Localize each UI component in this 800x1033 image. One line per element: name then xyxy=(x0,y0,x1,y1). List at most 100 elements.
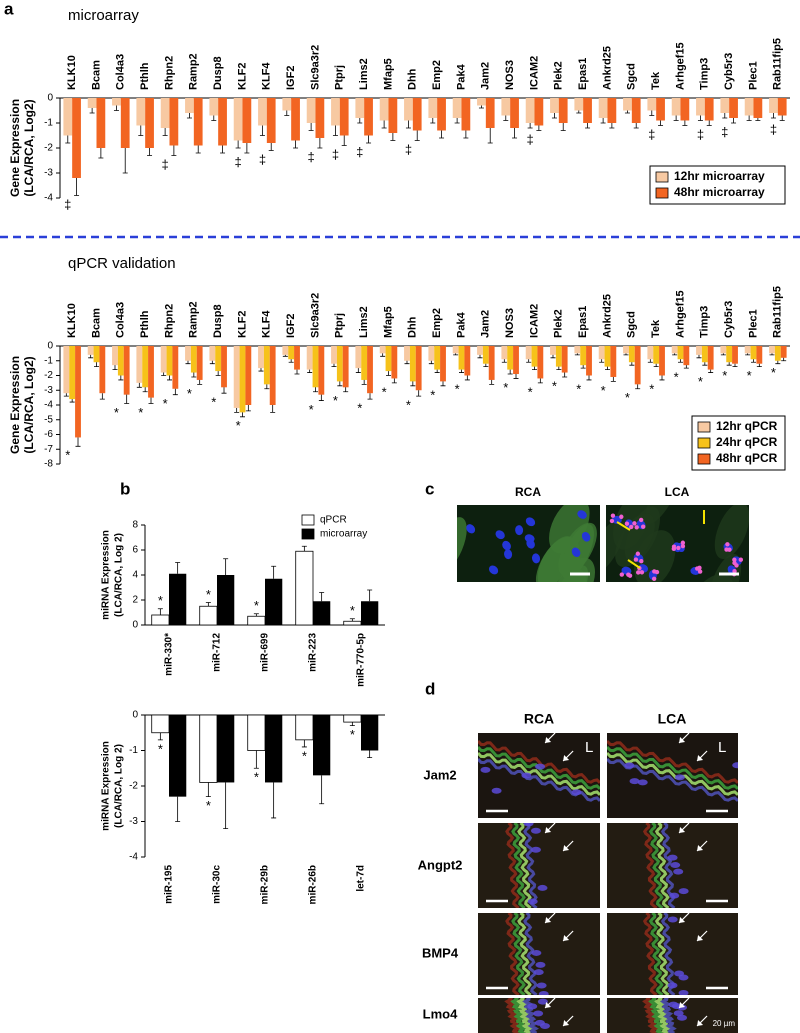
error-bar xyxy=(454,118,460,124)
error-bar xyxy=(386,371,391,376)
elastic-lamina xyxy=(478,751,600,796)
y-axis-label: (LCA/RCA, Log2) xyxy=(22,99,36,196)
error-bar xyxy=(65,135,71,144)
bar xyxy=(531,346,538,367)
bar xyxy=(574,98,584,111)
x-tick-label: miR-699 xyxy=(260,633,271,672)
error-bar xyxy=(167,375,172,381)
nucleus xyxy=(531,553,541,564)
panel-label: b xyxy=(120,479,130,498)
significance-marker: * xyxy=(625,390,630,405)
error-bar xyxy=(635,384,641,390)
error-bar xyxy=(779,115,785,121)
elastic-lamina xyxy=(607,739,738,784)
nucleus xyxy=(667,916,678,923)
arrow-head xyxy=(679,737,686,743)
error-bar xyxy=(118,375,124,381)
x-tick-label: Jam2 xyxy=(480,310,492,338)
y-tick-label: 0 xyxy=(47,341,53,352)
column-label: LCA xyxy=(658,711,687,727)
stain-dot xyxy=(697,569,703,574)
image-bg xyxy=(478,823,600,908)
error-bar xyxy=(355,368,361,373)
stain-dot xyxy=(640,524,646,529)
y-tick-label: -3 xyxy=(44,385,53,396)
panel-label: a xyxy=(4,0,14,18)
column-label: LCA xyxy=(665,485,690,499)
bar xyxy=(485,98,495,128)
error-bar xyxy=(162,128,168,136)
y-tick-label: 6 xyxy=(132,545,138,556)
stain-dot xyxy=(634,525,639,530)
elastic-lamina xyxy=(648,913,664,995)
bar xyxy=(750,346,757,360)
bar xyxy=(769,98,778,113)
x-tick-label: Ankrd25 xyxy=(601,294,613,338)
bar xyxy=(701,346,708,363)
bar xyxy=(294,346,300,370)
stain-dot xyxy=(680,543,686,549)
stain-dot xyxy=(738,557,744,562)
elastic-lamina xyxy=(510,998,527,1033)
significance-marker: ‡ xyxy=(770,122,777,137)
bar xyxy=(415,346,422,391)
bar xyxy=(318,346,325,395)
error-bar xyxy=(653,363,659,368)
x-tick-label: Emp2 xyxy=(431,308,443,338)
error-bar xyxy=(731,118,737,124)
error-bar xyxy=(477,354,483,359)
bar xyxy=(598,98,608,118)
legend-swatch xyxy=(655,171,669,183)
significance-marker: ‡ xyxy=(308,149,315,164)
error-bar xyxy=(678,359,683,363)
bar xyxy=(628,346,635,363)
significance-marker: * xyxy=(771,365,776,380)
bar xyxy=(265,578,283,625)
stain-dot xyxy=(635,551,641,556)
significance-marker: ‡ xyxy=(697,127,704,142)
bar xyxy=(185,98,194,113)
bar xyxy=(452,346,459,354)
error-bar xyxy=(319,775,325,805)
bar xyxy=(555,346,562,367)
stain-dot xyxy=(636,570,641,575)
error-bar xyxy=(629,362,635,366)
bar xyxy=(160,98,170,128)
nucleus xyxy=(667,854,678,861)
legend-swatch xyxy=(697,437,711,449)
nucleus xyxy=(581,531,591,542)
y-axis-label: Gene Expression xyxy=(8,356,22,454)
error-bar xyxy=(99,393,105,400)
x-tick-label: Dusp8 xyxy=(212,56,224,90)
error-bar xyxy=(380,353,386,357)
significance-marker: * xyxy=(236,418,241,433)
x-tick-label: Rhpn2 xyxy=(163,56,175,90)
significance-marker: * xyxy=(158,741,163,756)
x-tick-label: Slc9a3r2 xyxy=(309,293,321,338)
elastic-lamina xyxy=(642,823,658,908)
nucleus xyxy=(502,540,511,551)
legend-box xyxy=(649,165,786,205)
elastic-lamina xyxy=(516,998,533,1033)
bar xyxy=(550,98,559,113)
error-bar xyxy=(585,123,591,129)
bar xyxy=(265,715,283,783)
significance-marker: * xyxy=(747,368,752,383)
elastic-lamina xyxy=(607,751,738,796)
error-bar xyxy=(293,140,299,149)
significance-marker: ‡ xyxy=(648,127,655,142)
chart-title: qPCR validation xyxy=(68,255,176,272)
nucleus xyxy=(535,961,546,968)
elastic-lamina xyxy=(654,913,670,995)
stain-dot xyxy=(651,576,657,581)
significance-marker: * xyxy=(206,587,211,602)
elastic-lamina xyxy=(648,823,664,908)
error-bar xyxy=(512,128,518,139)
bar xyxy=(656,98,665,121)
error-bar xyxy=(459,369,464,373)
significance-marker: * xyxy=(350,603,355,618)
error-bar xyxy=(220,145,226,154)
error-bar xyxy=(175,562,181,574)
significance-marker: * xyxy=(576,381,581,396)
